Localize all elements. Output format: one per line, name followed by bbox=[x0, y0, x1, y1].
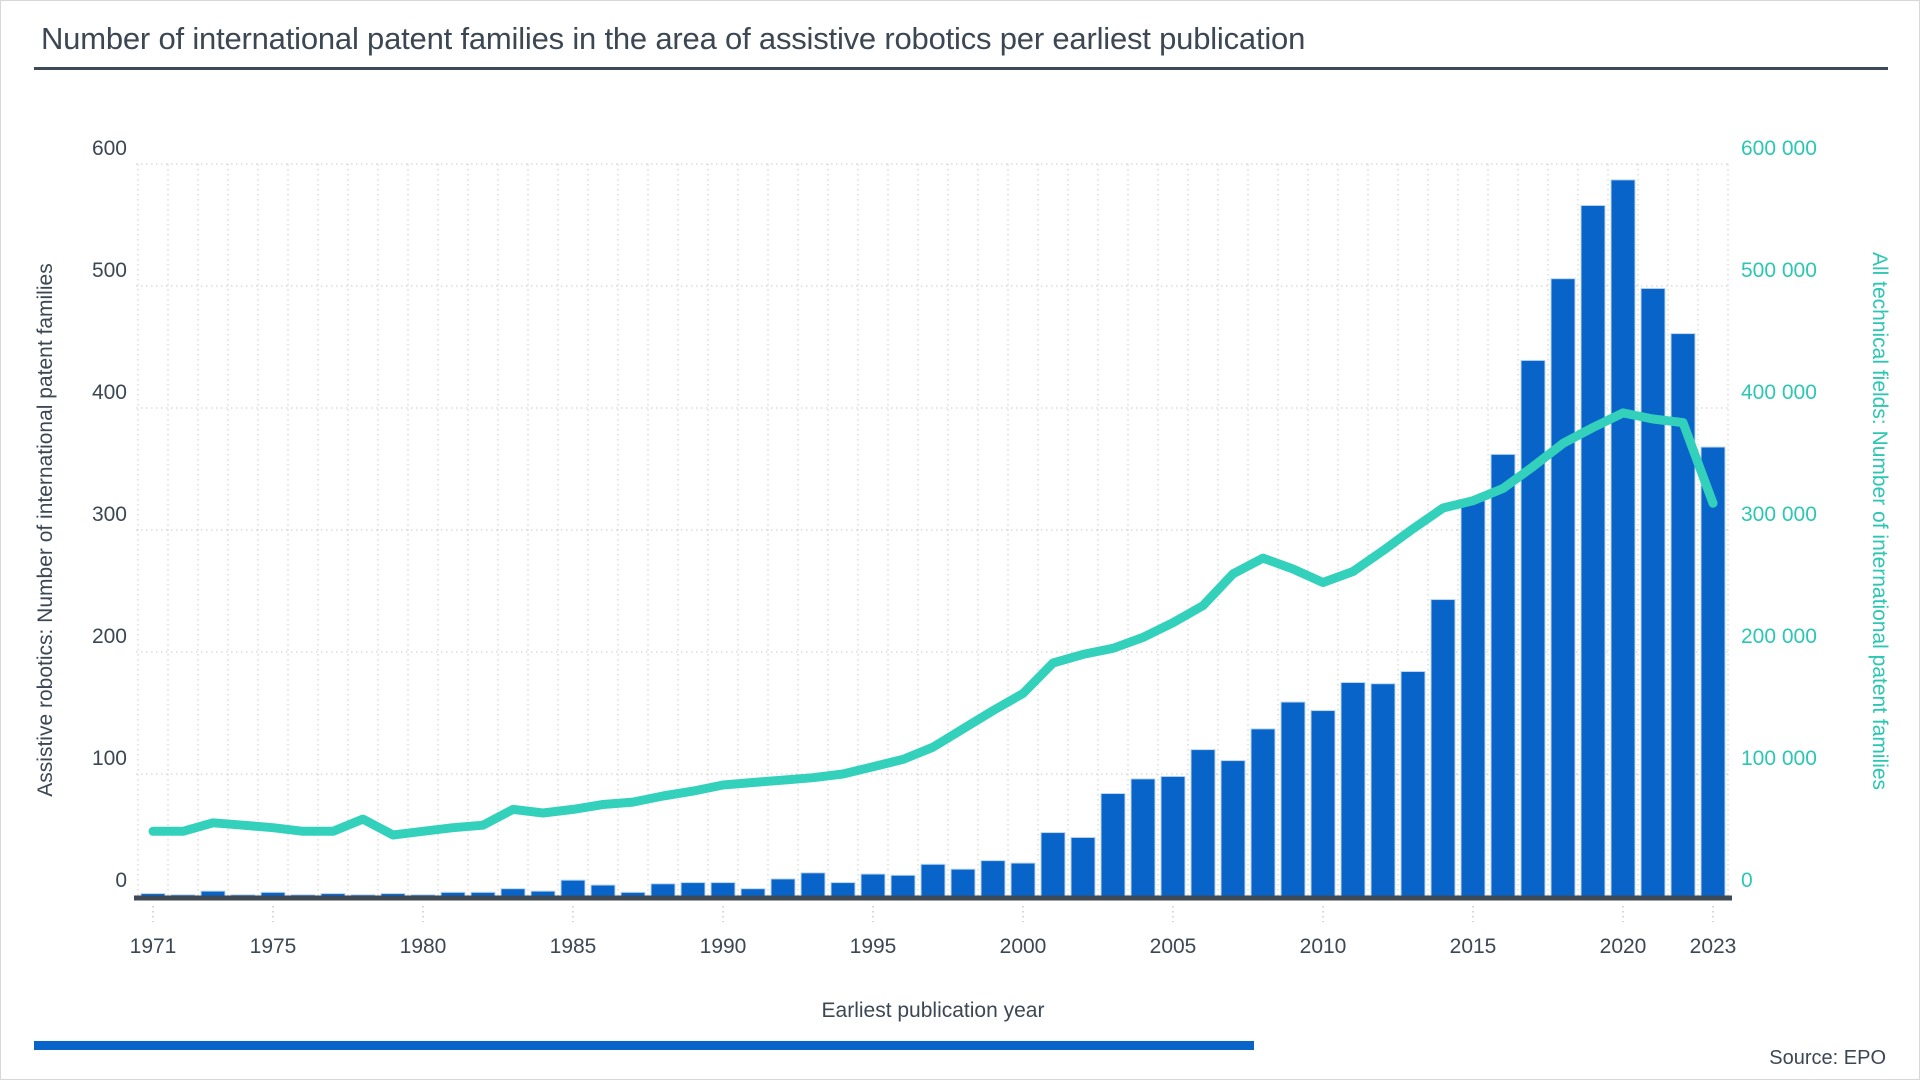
gridlines bbox=[136, 163, 1730, 898]
left-tick-0: 0 bbox=[115, 869, 127, 892]
right-tick-600000: 600 000 bbox=[1741, 137, 1817, 160]
bar-2016 bbox=[1490, 453, 1516, 901]
x-tick-2000: 2000 bbox=[1000, 935, 1047, 958]
left-tick-400: 400 bbox=[92, 381, 127, 404]
x-tick-2010: 2010 bbox=[1300, 935, 1347, 958]
bar-2011 bbox=[1340, 682, 1366, 901]
left-tick-100: 100 bbox=[92, 747, 127, 770]
title-divider bbox=[34, 67, 1888, 70]
x-tick-2005: 2005 bbox=[1150, 935, 1197, 958]
bar-2001 bbox=[1040, 832, 1066, 901]
left-y-axis-title: Assistive robotics: Number of internatio… bbox=[34, 263, 57, 797]
x-tick-1975: 1975 bbox=[250, 935, 297, 958]
x-tick-1995: 1995 bbox=[850, 935, 897, 958]
bar-2019 bbox=[1580, 204, 1606, 901]
bar-1998 bbox=[950, 868, 976, 901]
bar-2015 bbox=[1460, 500, 1486, 901]
x-axis-title: Earliest publication year bbox=[821, 999, 1045, 1022]
right-tick-400000: 400 000 bbox=[1741, 381, 1817, 404]
x-tick-2015: 2015 bbox=[1450, 935, 1497, 958]
x-tick-2023: 2023 bbox=[1690, 935, 1737, 958]
bar-2018 bbox=[1550, 278, 1576, 901]
right-tick-300000: 300 000 bbox=[1741, 503, 1817, 526]
x-tick-1985: 1985 bbox=[550, 935, 597, 958]
bar-2005 bbox=[1160, 775, 1186, 901]
right-tick-0: 0 bbox=[1741, 869, 1753, 892]
bar-1999 bbox=[980, 860, 1006, 901]
x-tick-1980: 1980 bbox=[400, 935, 447, 958]
right-tick-500000: 500 000 bbox=[1741, 259, 1817, 282]
bar-2020 bbox=[1610, 179, 1636, 901]
bar-2014 bbox=[1430, 599, 1456, 901]
footer-accent-bar bbox=[34, 1041, 1254, 1050]
right-tick-100000: 100 000 bbox=[1741, 747, 1817, 770]
left-tick-500: 500 bbox=[92, 259, 127, 282]
bar-2010 bbox=[1310, 710, 1336, 901]
source-label: Source: EPO bbox=[1769, 1047, 1886, 1069]
bar-2013 bbox=[1400, 671, 1426, 901]
bar-2008 bbox=[1250, 728, 1276, 901]
left-tick-200: 200 bbox=[92, 625, 127, 648]
bar-2012 bbox=[1370, 683, 1396, 901]
bar-2009 bbox=[1280, 701, 1306, 901]
bar-2002 bbox=[1070, 836, 1096, 901]
bar-2003 bbox=[1100, 793, 1126, 901]
x-tick-1990: 1990 bbox=[700, 935, 747, 958]
x-tick-labels: 1971 1975 1980 1985 1990 1995 2000 2005 2010 2015… bbox=[130, 906, 1737, 958]
bar-2000 bbox=[1010, 862, 1036, 901]
left-tick-300: 300 bbox=[92, 503, 127, 526]
line-series bbox=[148, 408, 1718, 840]
bar-2004 bbox=[1130, 778, 1156, 901]
right-tick-labels: 0 100 000 200 000 300 000 400 000 500 000 600 … bbox=[1741, 137, 1817, 892]
bars-group bbox=[140, 179, 1726, 901]
bar-2006 bbox=[1190, 749, 1216, 901]
bar-2021 bbox=[1640, 287, 1666, 901]
x-tick-1971: 1971 bbox=[130, 935, 177, 958]
bar-2007 bbox=[1220, 760, 1246, 901]
left-tick-labels: 0 100 200 300 400 500 600 bbox=[92, 137, 127, 892]
page-title: Number of international patent families … bbox=[41, 21, 1306, 56]
x-tick-2020: 2020 bbox=[1600, 935, 1647, 958]
bar-2017 bbox=[1520, 359, 1546, 901]
right-tick-200000: 200 000 bbox=[1741, 625, 1817, 648]
bar-1993 bbox=[800, 872, 826, 901]
bar-1997 bbox=[920, 863, 946, 901]
left-tick-600: 600 bbox=[92, 137, 127, 160]
right-y-axis-title: All technical fields: Number of internat… bbox=[1868, 251, 1891, 791]
bar-2023 bbox=[1700, 446, 1726, 901]
